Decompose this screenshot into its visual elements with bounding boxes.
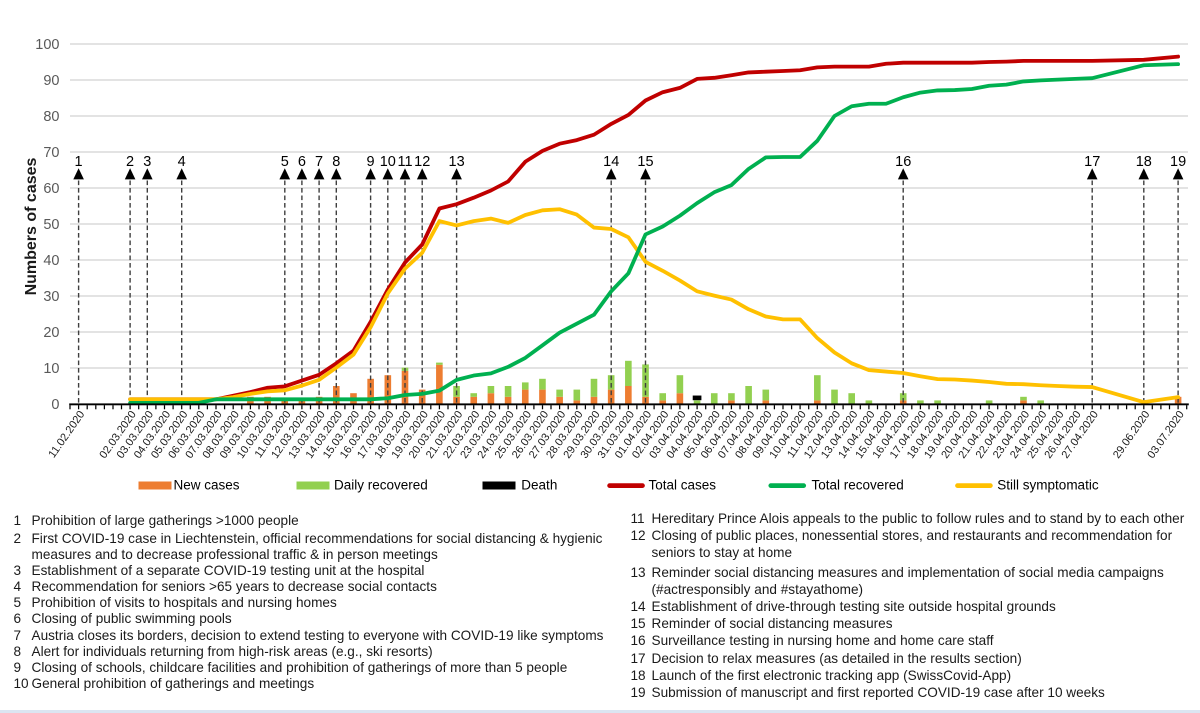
svg-text:14: 14 (603, 154, 619, 170)
svg-text:3: 3 (143, 154, 151, 170)
svg-text:7: 7 (315, 154, 323, 170)
svg-text:New cases: New cases (174, 478, 240, 493)
svg-text:50: 50 (43, 217, 59, 233)
svg-text:4: 4 (178, 154, 186, 170)
svg-text:15: 15 (637, 154, 653, 170)
svg-text:40: 40 (43, 253, 59, 269)
svg-text:Numbers of cases: Numbers of cases (23, 157, 40, 295)
svg-text:10: 10 (380, 154, 396, 170)
svg-text:100: 100 (35, 37, 59, 53)
svg-text:12: 12 (414, 154, 430, 170)
svg-text:13: 13 (449, 154, 465, 170)
svg-text:16: 16 (895, 154, 911, 170)
svg-text:0: 0 (51, 397, 59, 413)
svg-text:18: 18 (1136, 154, 1152, 170)
svg-text:2: 2 (126, 154, 134, 170)
svg-text:11.02.2020: 11.02.2020 (46, 409, 87, 460)
svg-text:Total recovered: Total recovered (812, 478, 904, 493)
svg-text:Total cases: Total cases (649, 478, 717, 493)
svg-text:1: 1 (75, 154, 83, 170)
svg-text:60: 60 (43, 181, 59, 197)
svg-text:70: 70 (43, 145, 59, 161)
svg-text:Still symptomatic: Still symptomatic (997, 478, 1099, 493)
svg-text:30: 30 (43, 289, 59, 305)
svg-text:20: 20 (43, 325, 59, 341)
svg-text:11: 11 (397, 154, 412, 170)
svg-text:10: 10 (43, 361, 59, 377)
svg-text:80: 80 (43, 109, 59, 125)
svg-text:6: 6 (298, 154, 306, 170)
svg-text:8: 8 (332, 154, 340, 170)
svg-text:5: 5 (281, 154, 289, 170)
svg-text:9: 9 (367, 154, 375, 170)
svg-text:17: 17 (1084, 154, 1100, 170)
svg-text:90: 90 (43, 73, 59, 89)
svg-text:Daily recovered: Daily recovered (334, 478, 428, 493)
svg-text:Death: Death (521, 478, 557, 493)
svg-text:19: 19 (1170, 154, 1186, 170)
